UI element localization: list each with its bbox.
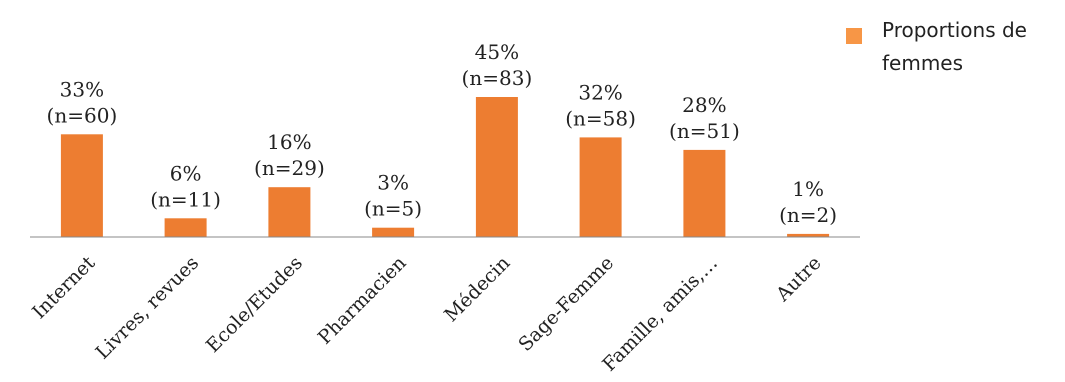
data-label-percent: 33% (60, 77, 104, 101)
data-label-percent: 28% (682, 93, 726, 117)
bar (683, 149, 726, 237)
category-label: Sage-Femme (514, 252, 618, 356)
category-label: Famille, amis,… (598, 252, 722, 376)
legend-swatch (846, 28, 862, 44)
bars-layer (60, 97, 830, 237)
bar (164, 218, 207, 237)
data-label-percent: 1% (792, 177, 824, 201)
data-label-percent: 16% (267, 130, 311, 154)
category-label: Ecole/Etudes (202, 252, 307, 357)
data-label-percent: 6% (170, 161, 202, 185)
bar (787, 233, 830, 237)
data-label-percent: 32% (578, 80, 622, 104)
legend: Proportions de femmes (846, 14, 1065, 80)
category-label: Médecin (440, 252, 514, 326)
category-label: Autre (771, 252, 825, 306)
data-label-count: (n=51) (669, 119, 740, 143)
legend-label: Proportions de femmes (882, 18, 1027, 75)
data-label-count: (n=5) (364, 197, 422, 221)
data-label-count: (n=60) (47, 103, 118, 127)
data-label-count: (n=11) (150, 187, 221, 211)
data-label-percent: 45% (475, 40, 519, 64)
data-label-percent: 3% (377, 171, 409, 195)
category-label: Livres, revues (91, 252, 203, 364)
category-label: Internet (28, 252, 100, 324)
data-label-count: (n=2) (779, 203, 837, 227)
data-labels-layer: 33%(n=60) 6%(n=11) 16%(n=29) 3%(n=5) 45%(n=8… (47, 40, 838, 227)
bar (579, 137, 622, 237)
bar (268, 187, 311, 237)
bar (372, 227, 415, 237)
data-label-count: (n=83) (462, 66, 533, 90)
data-label-count: (n=58) (565, 106, 636, 130)
data-label-count: (n=29) (254, 156, 325, 180)
category-label: Pharmacien (314, 252, 411, 349)
bar (60, 134, 103, 237)
bar (475, 97, 518, 237)
